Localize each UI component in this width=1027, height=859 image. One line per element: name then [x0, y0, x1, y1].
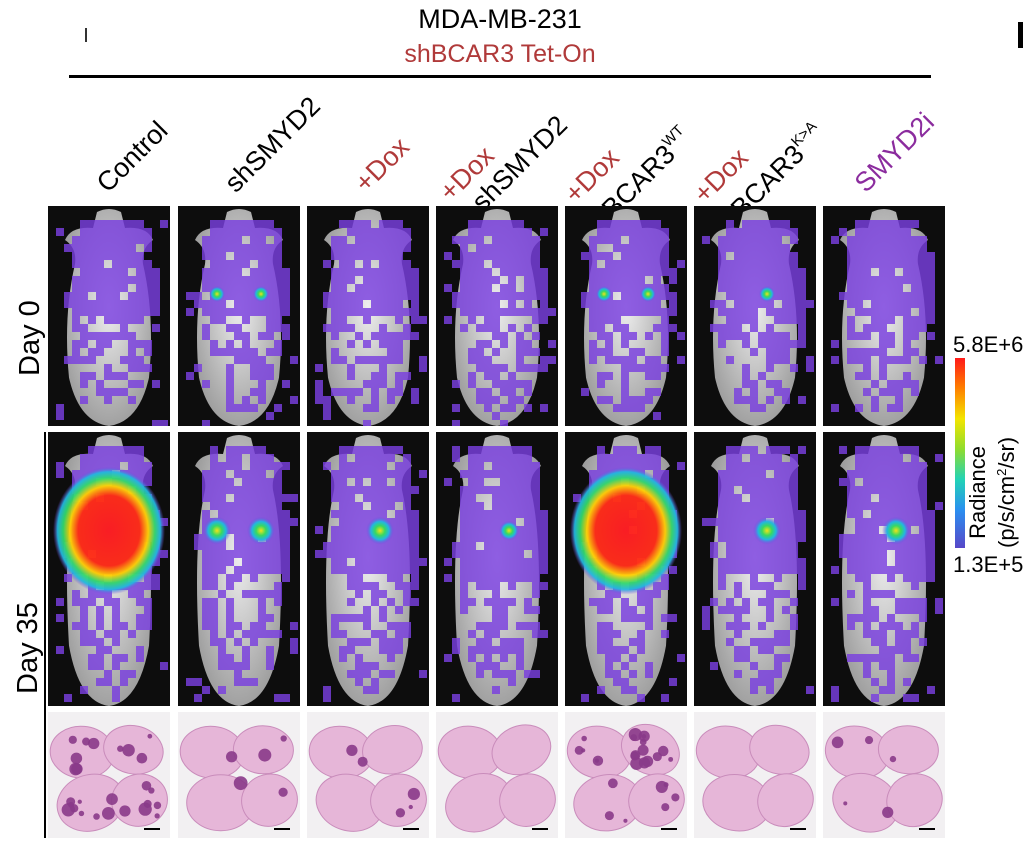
column-label-dox: +Dox	[348, 131, 416, 198]
image-day0-dox-bcar3-ka	[694, 206, 816, 426]
image-day0-dox-shsmyd2	[436, 206, 558, 426]
image-day35-dox-bcar3-ka	[694, 432, 816, 706]
histology-shsmyd2	[178, 712, 300, 838]
header-divider	[69, 75, 931, 78]
image-day35-dox-bcar3-wt	[565, 432, 687, 706]
column-label-control: Control	[90, 115, 174, 198]
row-label-day0: Day 0	[14, 300, 46, 376]
legend-title: Radiance (p/s/cm2/sr)	[965, 436, 1019, 548]
histology-dox-bcar3-wt	[565, 712, 687, 838]
histology-smyd2i	[823, 712, 945, 838]
construct-subtitle: shBCAR3 Tet-On	[404, 40, 596, 68]
row-divider	[44, 432, 46, 838]
edge-mark	[1018, 22, 1023, 48]
image-day0-dox	[307, 206, 429, 426]
image-day0-shsmyd2	[178, 206, 300, 426]
image-day35-shsmyd2	[178, 432, 300, 706]
column-label-shsmyd2: shSMYD2	[218, 90, 326, 198]
image-day0-smyd2i	[823, 206, 945, 426]
image-day0-control	[48, 206, 170, 426]
cell-line-title: MDA-MB-231	[418, 4, 582, 34]
histology-dox-shsmyd2	[436, 712, 558, 838]
legend-min: 1.3E+5	[953, 552, 1024, 577]
row-label-day35: Day 35	[12, 602, 44, 694]
image-day35-control	[48, 432, 170, 706]
image-day35-dox-shsmyd2	[436, 432, 558, 706]
radiance-colorbar	[955, 358, 965, 548]
histology-dox-bcar3-ka	[694, 712, 816, 838]
histology-dox	[307, 712, 429, 838]
column-label-smyd2i: SMYD2i	[848, 106, 941, 198]
image-day35-dox	[307, 432, 429, 706]
image-day35-smyd2i	[823, 432, 945, 706]
corner-mark	[85, 28, 87, 42]
histology-control	[48, 712, 170, 838]
legend-max: 5.8E+6	[953, 332, 1024, 357]
image-day0-dox-bcar3-wt	[565, 206, 687, 426]
